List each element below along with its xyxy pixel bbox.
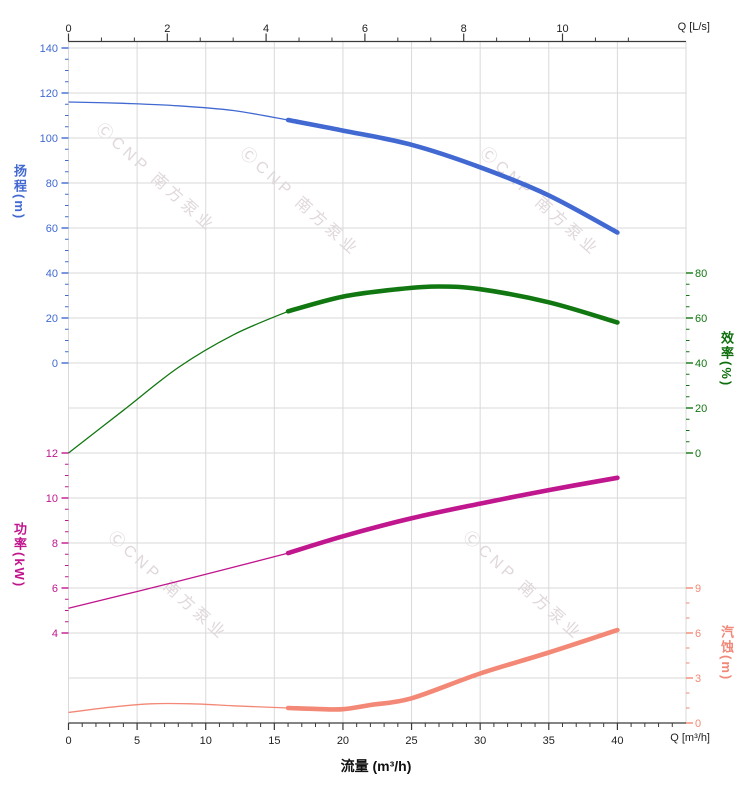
top-axis-unit-label: Q [L/s] [677,21,710,33]
svg-text:25: 25 [405,735,417,747]
svg-text:120: 120 [40,88,58,100]
svg-text:12: 12 [46,448,58,460]
svg-text:0: 0 [52,358,58,370]
svg-text:10: 10 [46,493,58,505]
svg-text:30: 30 [474,735,486,747]
svg-text:8: 8 [461,23,467,35]
svg-text:35: 35 [543,735,555,747]
npsh-axis-title: 汽蚀(m) [719,625,734,682]
head-axis-title: 扬程(m) [12,164,27,221]
svg-text:20: 20 [46,313,58,325]
svg-text:20: 20 [695,403,707,415]
svg-text:4: 4 [263,23,269,35]
power-curve-thin [68,552,289,609]
svg-text:80: 80 [695,268,707,280]
svg-text:140: 140 [40,43,58,55]
bottom-axis-unit-label: Q [m³/h] [670,732,710,744]
svg-text:8: 8 [52,538,58,550]
svg-text:0: 0 [65,23,71,35]
power-curve [285,475,620,556]
svg-text:80: 80 [46,178,58,190]
power-axis-title: 功率(kW) [12,522,27,589]
svg-text:6: 6 [52,583,58,595]
svg-text:5: 5 [134,735,140,747]
npsh-curve-thin [68,702,289,714]
svg-text:40: 40 [46,268,58,280]
svg-text:6: 6 [695,628,701,640]
head-curve-thin [68,101,289,121]
svg-text:0: 0 [695,448,701,460]
svg-text:4: 4 [52,628,58,640]
efficiency-curve [285,284,620,325]
svg-text:15: 15 [268,735,280,747]
svg-text:10: 10 [556,23,568,35]
svg-text:60: 60 [695,313,707,325]
svg-text:3: 3 [695,673,701,685]
efficiency-curve-thin [68,310,289,454]
svg-text:10: 10 [200,735,212,747]
svg-text:0: 0 [65,735,71,747]
svg-text:20: 20 [337,735,349,747]
svg-text:100: 100 [40,133,58,145]
svg-text:40: 40 [695,358,707,370]
efficiency-axis-title: 效率(%) [719,331,734,388]
flow-axis-title: 流量 (m³/h) [340,758,412,774]
npsh-curve [285,627,620,712]
svg-text:60: 60 [46,223,58,235]
head-curve [285,117,620,235]
svg-text:2: 2 [164,23,170,35]
svg-text:6: 6 [362,23,368,35]
svg-text:9: 9 [695,583,701,595]
svg-text:40: 40 [611,735,623,747]
svg-text:0: 0 [695,718,701,730]
